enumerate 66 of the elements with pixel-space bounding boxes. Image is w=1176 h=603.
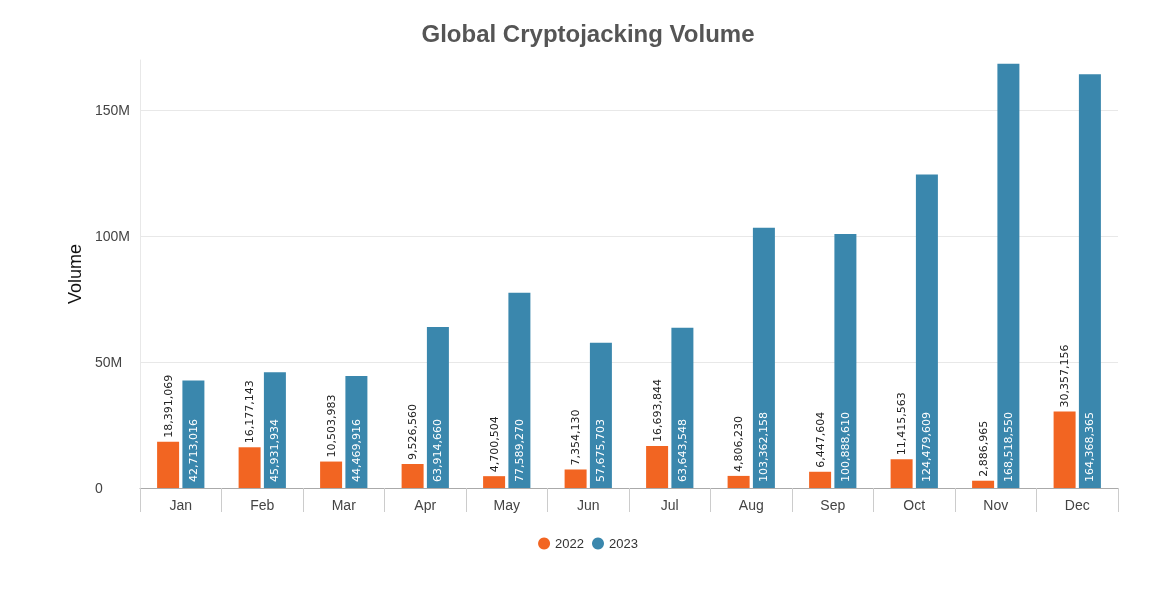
y-tick-label: 0 — [95, 480, 103, 496]
x-tick-label: Apr — [414, 497, 437, 513]
bar — [727, 475, 750, 488]
y-tick-label: 50M — [95, 354, 123, 371]
legend-label: 2022 — [555, 536, 584, 551]
data-label: 11,415,563 — [895, 392, 909, 456]
bar — [263, 372, 286, 488]
data-label: 57,675,703 — [594, 419, 608, 482]
chart-title: Global Cryptojacking Volume — [421, 19, 755, 47]
bar — [972, 480, 995, 488]
data-label: 2,886,965 — [976, 420, 990, 477]
bar — [564, 469, 587, 488]
y-tick-label: 100M — [95, 228, 131, 245]
data-label: 16,693,844 — [650, 378, 664, 442]
x-tick-label: Dec — [1064, 497, 1090, 513]
x-tick-label: Jul — [660, 497, 679, 513]
bar — [426, 327, 449, 488]
data-label: 45,931,934 — [268, 419, 282, 482]
data-label: 4,806,230 — [732, 415, 746, 472]
data-label: 4,700,504 — [487, 416, 501, 473]
x-tick-label: May — [493, 497, 520, 513]
bar — [834, 234, 857, 488]
bar — [589, 342, 612, 488]
data-label: 18,391,069 — [161, 374, 175, 438]
data-label: 63,914,660 — [431, 419, 445, 482]
x-tick-label: Jan — [169, 497, 193, 513]
bar — [320, 461, 343, 488]
data-label: 16,177,143 — [243, 380, 257, 444]
bar — [238, 447, 261, 488]
data-label: 77,589,270 — [512, 419, 526, 482]
bar — [915, 174, 938, 488]
data-label: 103,362,158 — [757, 412, 771, 482]
data-label: 44,469,916 — [349, 419, 363, 482]
data-label: 7,354,130 — [569, 409, 583, 466]
x-tick-label: Feb — [250, 497, 275, 513]
data-label: 63,643,548 — [675, 419, 689, 482]
bar — [646, 445, 669, 488]
data-label: 10,503,983 — [324, 394, 338, 458]
bar — [997, 63, 1020, 488]
x-tick-label: Mar — [331, 497, 357, 513]
data-label: 9,526,560 — [406, 404, 420, 461]
data-label: 164,368,365 — [1083, 412, 1097, 482]
data-label: 124,479,609 — [920, 412, 934, 482]
x-tick-label: Nov — [983, 497, 1009, 513]
bar — [483, 476, 506, 488]
legend-label: 2023 — [609, 536, 638, 551]
x-tick-label: Sep — [820, 497, 846, 513]
data-label: 30,357,156 — [1058, 344, 1072, 408]
bar — [401, 464, 424, 488]
x-tick-label: Aug — [738, 497, 764, 513]
data-label: 6,447,604 — [813, 411, 827, 468]
bar — [1053, 411, 1076, 488]
data-label: 168,518,550 — [1001, 412, 1015, 482]
bar — [890, 459, 913, 488]
y-axis-title: Volume — [65, 243, 86, 305]
bar — [508, 292, 531, 488]
x-tick-label: Oct — [903, 497, 926, 513]
bar — [157, 441, 180, 488]
bar — [1078, 74, 1101, 488]
bar — [671, 327, 694, 488]
x-tick-label: Jun — [576, 497, 600, 513]
bar — [809, 471, 832, 488]
data-label: 42,713,016 — [186, 419, 200, 482]
bar — [752, 227, 775, 488]
data-label: 100,888,610 — [838, 412, 852, 482]
y-tick-label: 150M — [95, 102, 131, 119]
